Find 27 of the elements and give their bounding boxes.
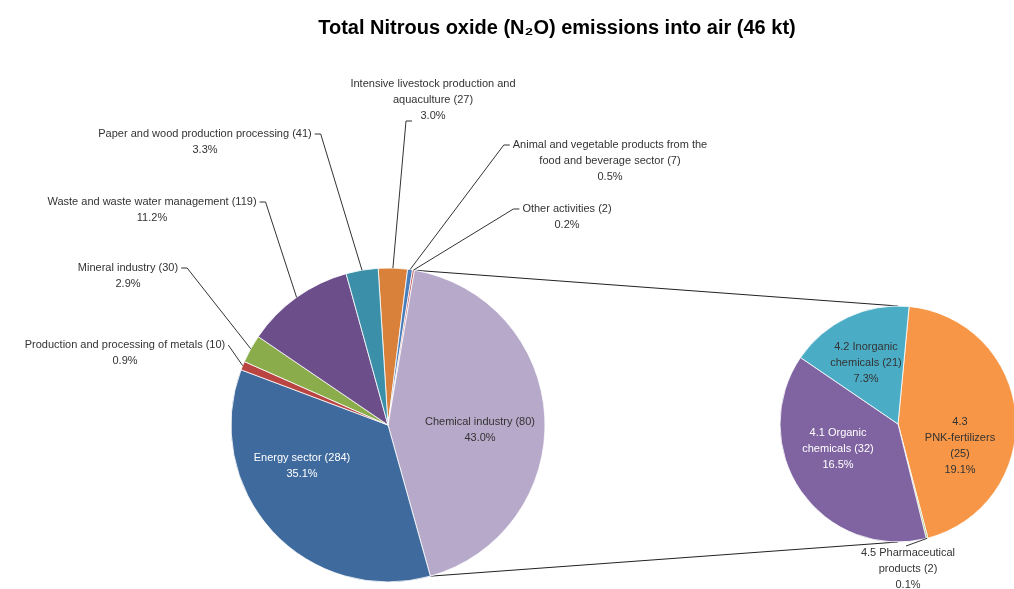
data-label: 3.0% (420, 109, 446, 121)
data-label: 0.2% (554, 218, 580, 230)
slice-label: Chemical industry (80) (424, 415, 536, 427)
slice-label: Paper and wood production processing (41) (98, 127, 312, 139)
data-label: 35.1% (286, 467, 318, 479)
slice-label: Waste and waste water management (119) (47, 195, 257, 207)
data-label: 7.3% (853, 372, 879, 384)
slice-label: Animal and vegetable products from the food and beverage sector (7) (512, 138, 708, 166)
slice-label: Mineral industry (30) (77, 261, 179, 273)
slice-label: Energy sector (284) (253, 451, 351, 463)
slice-label: 4.3 PNK-fertilizers (25) (924, 415, 996, 459)
slice-label: Intensive livestock production and aquaculture (27) (350, 77, 516, 105)
slice-label: Production and processing of metals (10) (24, 338, 226, 350)
data-label: 0.1% (895, 578, 921, 589)
data-label: 16.5% (822, 458, 854, 470)
data-label: 2.9% (115, 277, 141, 289)
data-label: 0.5% (597, 170, 623, 182)
data-label: 0.9% (112, 354, 138, 366)
slice-label: 4.2 Inorganic chemicals (21) (830, 340, 902, 368)
data-label: 3.3% (192, 143, 218, 155)
chart-title: Total Nitrous oxide (N₂O) emissions into air (46 kt) (318, 16, 796, 38)
slice-label: 4.1 Organic chemicals (32) (802, 426, 874, 454)
data-label: 11.2% (136, 211, 168, 223)
slice-label: 4.5 Pharmaceutical products (2) (860, 546, 956, 574)
data-label: 19.1% (944, 463, 976, 475)
data-label: 43.0% (464, 431, 496, 443)
slice-label: Other activities (2) (522, 202, 612, 214)
